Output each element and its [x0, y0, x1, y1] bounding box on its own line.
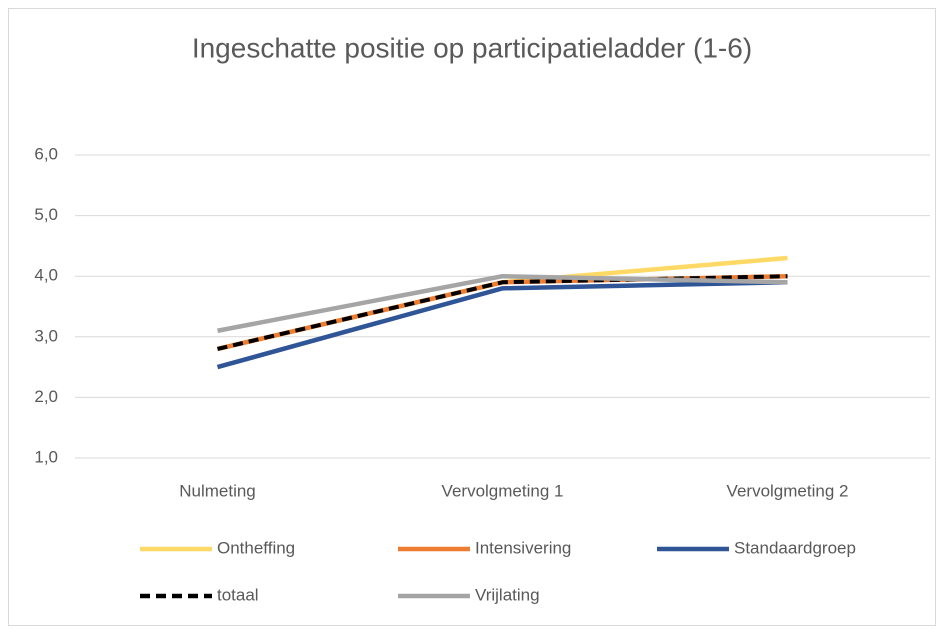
x-tick-label: Vervolgmeting 2 — [727, 481, 849, 500]
x-tick-label: Nulmeting — [179, 481, 256, 500]
y-tick-label: 4,0 — [34, 266, 58, 285]
legend-label: Ontheffing — [217, 538, 295, 557]
y-tick-label: 3,0 — [34, 326, 58, 345]
legend-label: Standaardgroep — [734, 538, 856, 557]
y-tick-label: 6,0 — [34, 144, 58, 163]
y-tick-label: 1,0 — [34, 447, 58, 466]
x-tick-label: Vervolgmeting 1 — [442, 481, 564, 500]
series-line — [216, 280, 788, 370]
chart-frame — [8, 8, 936, 626]
y-tick-label: 2,0 — [34, 387, 58, 406]
legend-label: Vrijlating — [475, 585, 540, 604]
chart-title: Ingeschatte positie op participatieladde… — [192, 32, 752, 63]
series-line — [217, 273, 788, 333]
legend-label: Intensivering — [475, 538, 571, 557]
legend-label: totaal — [217, 585, 259, 604]
y-tick-label: 5,0 — [34, 205, 58, 224]
